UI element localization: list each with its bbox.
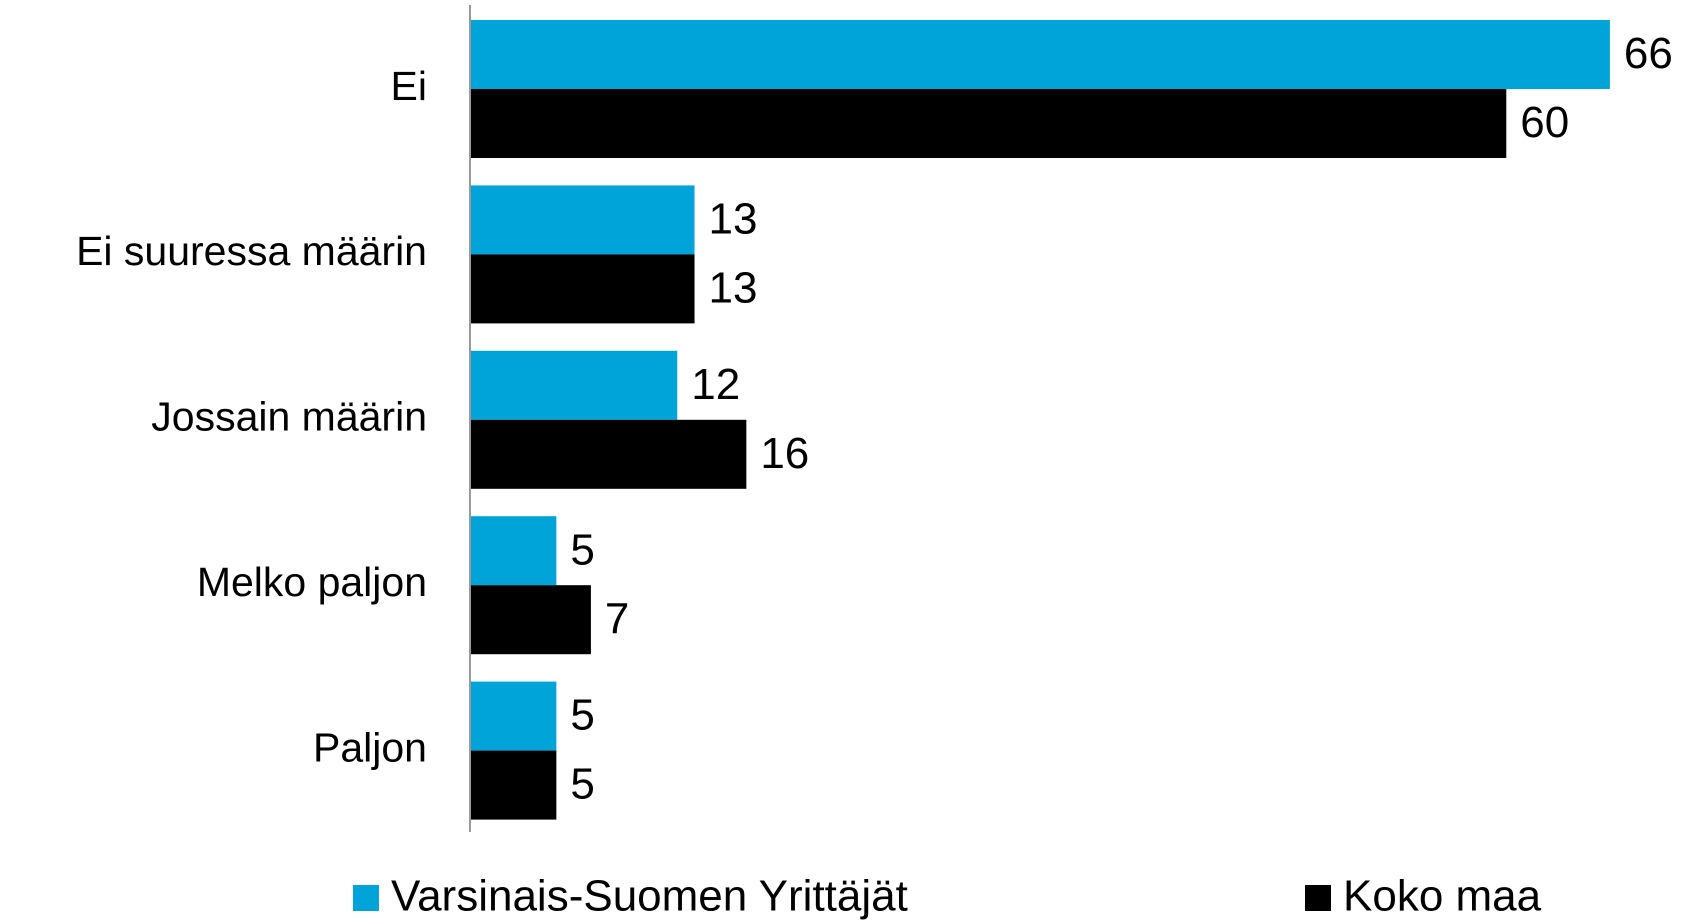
bar: [470, 350, 678, 420]
category-label: Melko paljon: [197, 559, 427, 605]
bar: [470, 585, 591, 655]
value-label: 7: [605, 594, 629, 643]
value-label: 13: [709, 264, 758, 313]
legend-label: Varsinais-Suomen Yrittäjät: [391, 872, 908, 921]
bar: [470, 516, 557, 586]
value-label: 5: [570, 691, 594, 740]
legend-swatch: [353, 885, 379, 911]
bar: [470, 20, 1610, 89]
category-label: Jossain määrin: [151, 394, 427, 440]
legend-label: Koko maa: [1343, 872, 1542, 921]
value-label: 16: [760, 429, 809, 478]
bar: [470, 419, 747, 489]
bar: [470, 750, 557, 820]
value-label: 60: [1520, 98, 1569, 147]
category-label: Ei suuressa määrin: [76, 228, 427, 274]
bar: [470, 681, 557, 751]
bar: [470, 89, 1507, 158]
category-label: Paljon: [313, 724, 427, 770]
value-label: 13: [709, 195, 758, 244]
bar: [470, 185, 695, 255]
value-label: 66: [1624, 29, 1673, 78]
bar: [470, 254, 695, 324]
value-label: 5: [570, 525, 594, 574]
value-label: 12: [691, 360, 740, 409]
value-label: 5: [570, 760, 594, 809]
legend-swatch: [1305, 885, 1331, 911]
category-label: Ei: [391, 63, 427, 109]
